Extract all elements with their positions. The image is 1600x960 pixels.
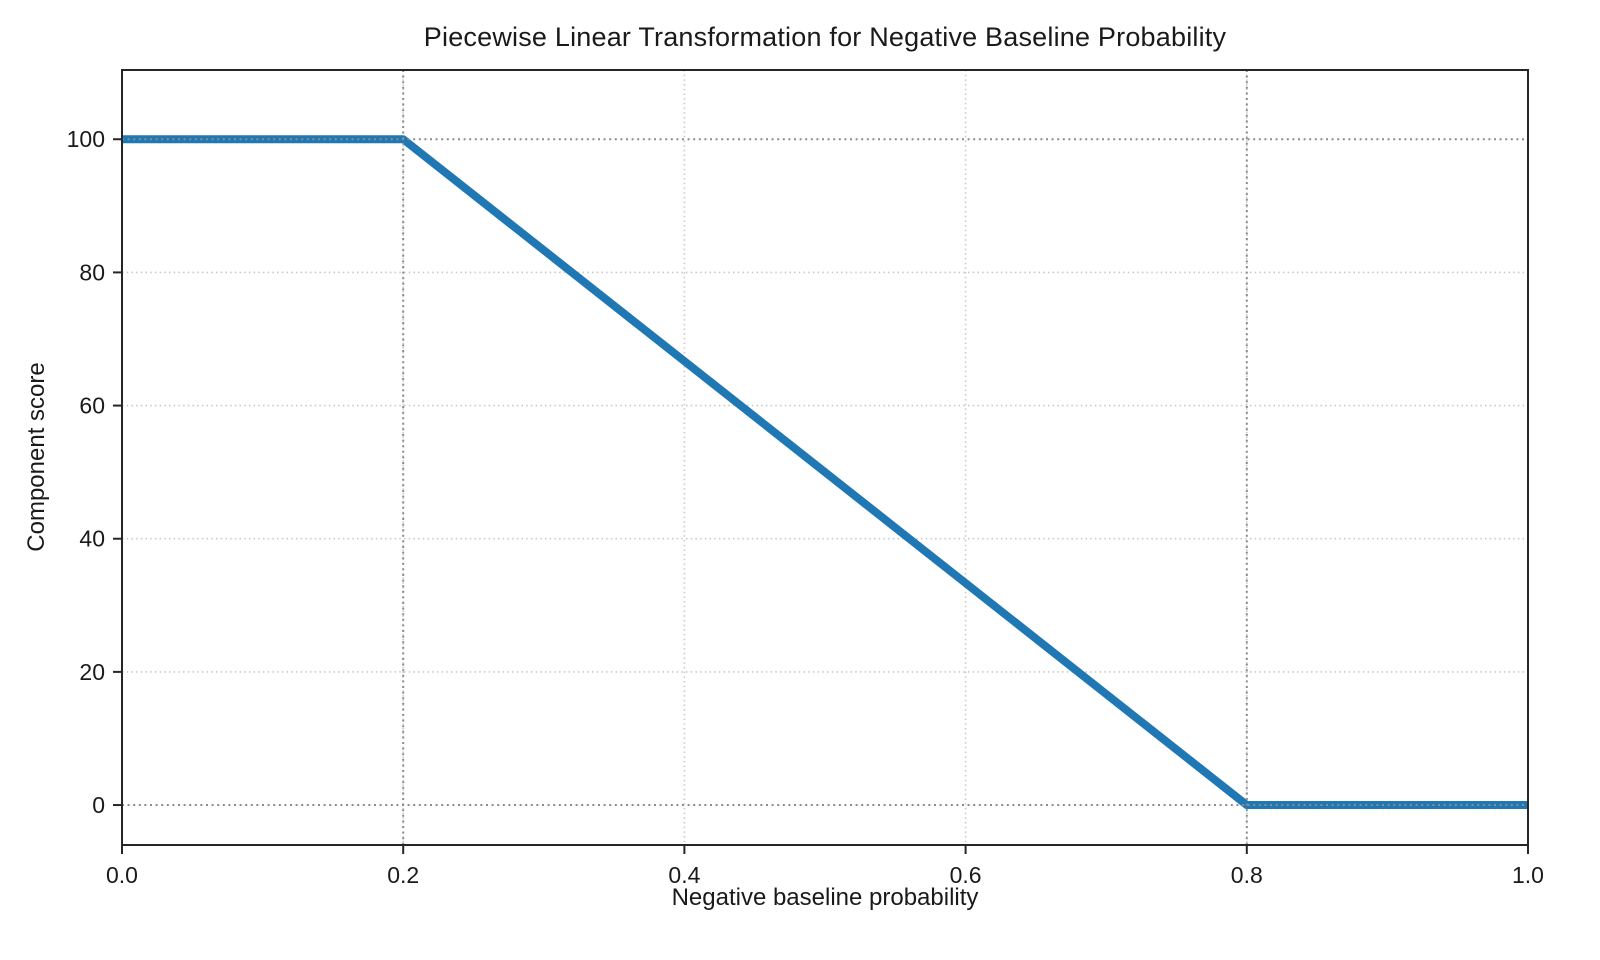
- chart-title: Piecewise Linear Transformation for Nega…: [423, 22, 1227, 52]
- x-tick-label: 0.8: [1231, 862, 1263, 888]
- x-tick-label: 0.2: [387, 862, 419, 888]
- y-tick-label: 60: [79, 393, 105, 419]
- y-tick-label: 100: [67, 126, 105, 152]
- x-tick-label: 1.0: [1512, 862, 1544, 888]
- y-tick-label: 80: [79, 259, 105, 285]
- series-line: [122, 135, 1528, 810]
- y-tick-label: 0: [92, 792, 105, 818]
- x-tick-label: 0.0: [106, 862, 138, 888]
- x-axis-label: Negative baseline probability: [671, 884, 979, 911]
- x-tick-label: 0.4: [668, 862, 700, 888]
- x-tick-label: 0.6: [950, 862, 982, 888]
- y-tick-label: 40: [79, 526, 105, 552]
- plot-border: [121, 69, 1529, 846]
- y-tick-label: 20: [79, 659, 105, 685]
